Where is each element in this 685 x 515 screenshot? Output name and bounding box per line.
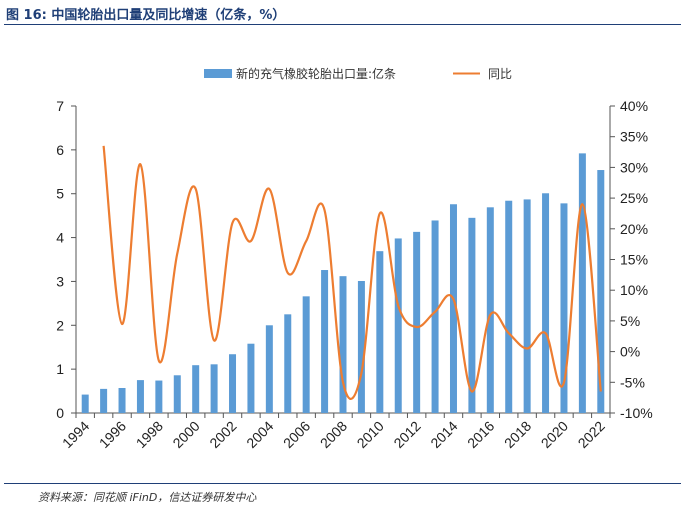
bar [431, 220, 439, 413]
x-tick-label: 1994 [59, 418, 92, 451]
bar [210, 364, 218, 413]
bar [81, 394, 89, 413]
x-tick-label: 2008 [317, 418, 350, 451]
legend-bar-swatch [204, 69, 232, 78]
y-right-tick-label: 0% [620, 344, 640, 360]
title-divider [4, 24, 681, 25]
bar [265, 325, 273, 413]
bar [449, 204, 457, 413]
x-tick-label: 2000 [169, 418, 202, 451]
bar-series [81, 153, 605, 413]
y-left-tick-label: 1 [56, 361, 64, 377]
bar [523, 199, 531, 413]
y-right-tick-label: 25% [620, 190, 648, 206]
x-tick-label: 1996 [96, 418, 129, 451]
bar [136, 380, 144, 413]
y-right-tick-label: 5% [620, 313, 640, 329]
bar [321, 270, 329, 413]
x-tick-label: 2010 [354, 418, 387, 451]
legend-bar-label: 新的充气橡胶轮胎出口量:亿条 [236, 66, 396, 81]
bar [468, 217, 476, 413]
bar [155, 380, 163, 413]
x-tick-label: 2012 [390, 418, 423, 451]
bar [578, 153, 586, 413]
bar [173, 375, 181, 413]
y-left-tick-label: 5 [56, 186, 64, 202]
bar [302, 296, 310, 413]
footer-divider [4, 483, 681, 484]
legend: 新的充气橡胶轮胎出口量:亿条 同比 [204, 66, 512, 81]
line-series [102, 145, 602, 400]
bar [357, 280, 365, 413]
x-tick-label: 2022 [575, 418, 608, 451]
y-left-tick-label: 7 [56, 98, 64, 114]
x-tick-label: 2014 [427, 418, 460, 451]
bar [560, 203, 568, 413]
x-tick-label: 1998 [133, 418, 166, 451]
bar [394, 238, 402, 413]
y-left-tick-label: 4 [56, 230, 64, 246]
bar [100, 388, 108, 413]
figure-title: 图 16: 中国轮胎出口量及同比增速（亿条，%） [6, 8, 286, 23]
bar [192, 365, 200, 413]
y-right-tick-label: 20% [620, 221, 648, 237]
source-note: 资料来源：同花顺 iFinD，信达证券研发中心 [38, 491, 257, 504]
bar [505, 200, 513, 413]
y-right-tick-label: 30% [620, 159, 648, 175]
y-left-tick-label: 6 [56, 142, 64, 158]
bar [486, 207, 494, 413]
x-tick-label: 2020 [538, 418, 571, 451]
bar [284, 314, 292, 413]
yoy-line [102, 145, 602, 400]
x-tick-label: 2016 [464, 418, 497, 451]
x-tick-label: 2006 [280, 418, 313, 451]
bar [376, 251, 384, 413]
y-right-tick-label: 35% [620, 129, 648, 145]
bar [229, 354, 237, 413]
bar [413, 231, 421, 413]
legend-line-label: 同比 [488, 67, 512, 81]
y-left-tick-label: 2 [56, 317, 64, 333]
bar [118, 388, 126, 413]
x-tick-label: 2004 [243, 418, 276, 451]
bar [597, 170, 605, 413]
x-tick-label: 2018 [501, 418, 534, 451]
y-right-tick-label: 15% [620, 252, 648, 268]
bar [542, 193, 550, 413]
y-left-tick-label: 3 [56, 273, 64, 289]
bar [339, 276, 347, 413]
x-tick-label: 2002 [206, 418, 239, 451]
y-left-tick-label: 0 [56, 405, 64, 421]
y-right-tick-label: 40% [620, 98, 648, 114]
y-right-tick-label: -5% [620, 374, 645, 390]
bar [247, 343, 255, 413]
y-right-tick-label: -10% [620, 405, 653, 421]
y-right-tick-label: 10% [620, 282, 648, 298]
